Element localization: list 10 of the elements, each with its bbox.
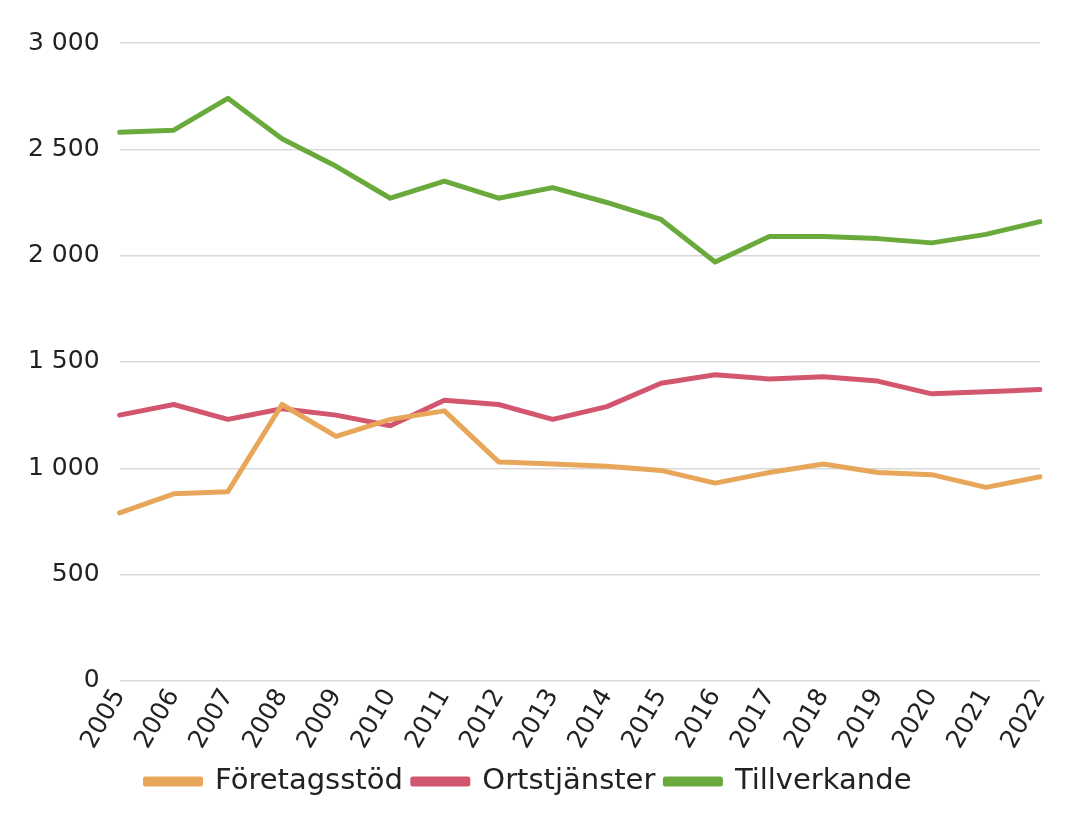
- legend-label: Företagsstöd: [215, 762, 403, 797]
- y-tick-label: 0: [83, 664, 100, 694]
- y-tick-label: 500: [51, 558, 100, 588]
- y-tick-label: 1 000: [27, 451, 100, 481]
- y-tick-label: 1 500: [27, 345, 100, 375]
- y-tick-label: 2 500: [27, 132, 100, 162]
- y-tick-label: 3 000: [27, 26, 100, 56]
- legend-label: Ortstjänster: [482, 762, 656, 797]
- legend-label: Tillverkande: [733, 762, 912, 797]
- y-tick-label: 2 000: [27, 239, 100, 269]
